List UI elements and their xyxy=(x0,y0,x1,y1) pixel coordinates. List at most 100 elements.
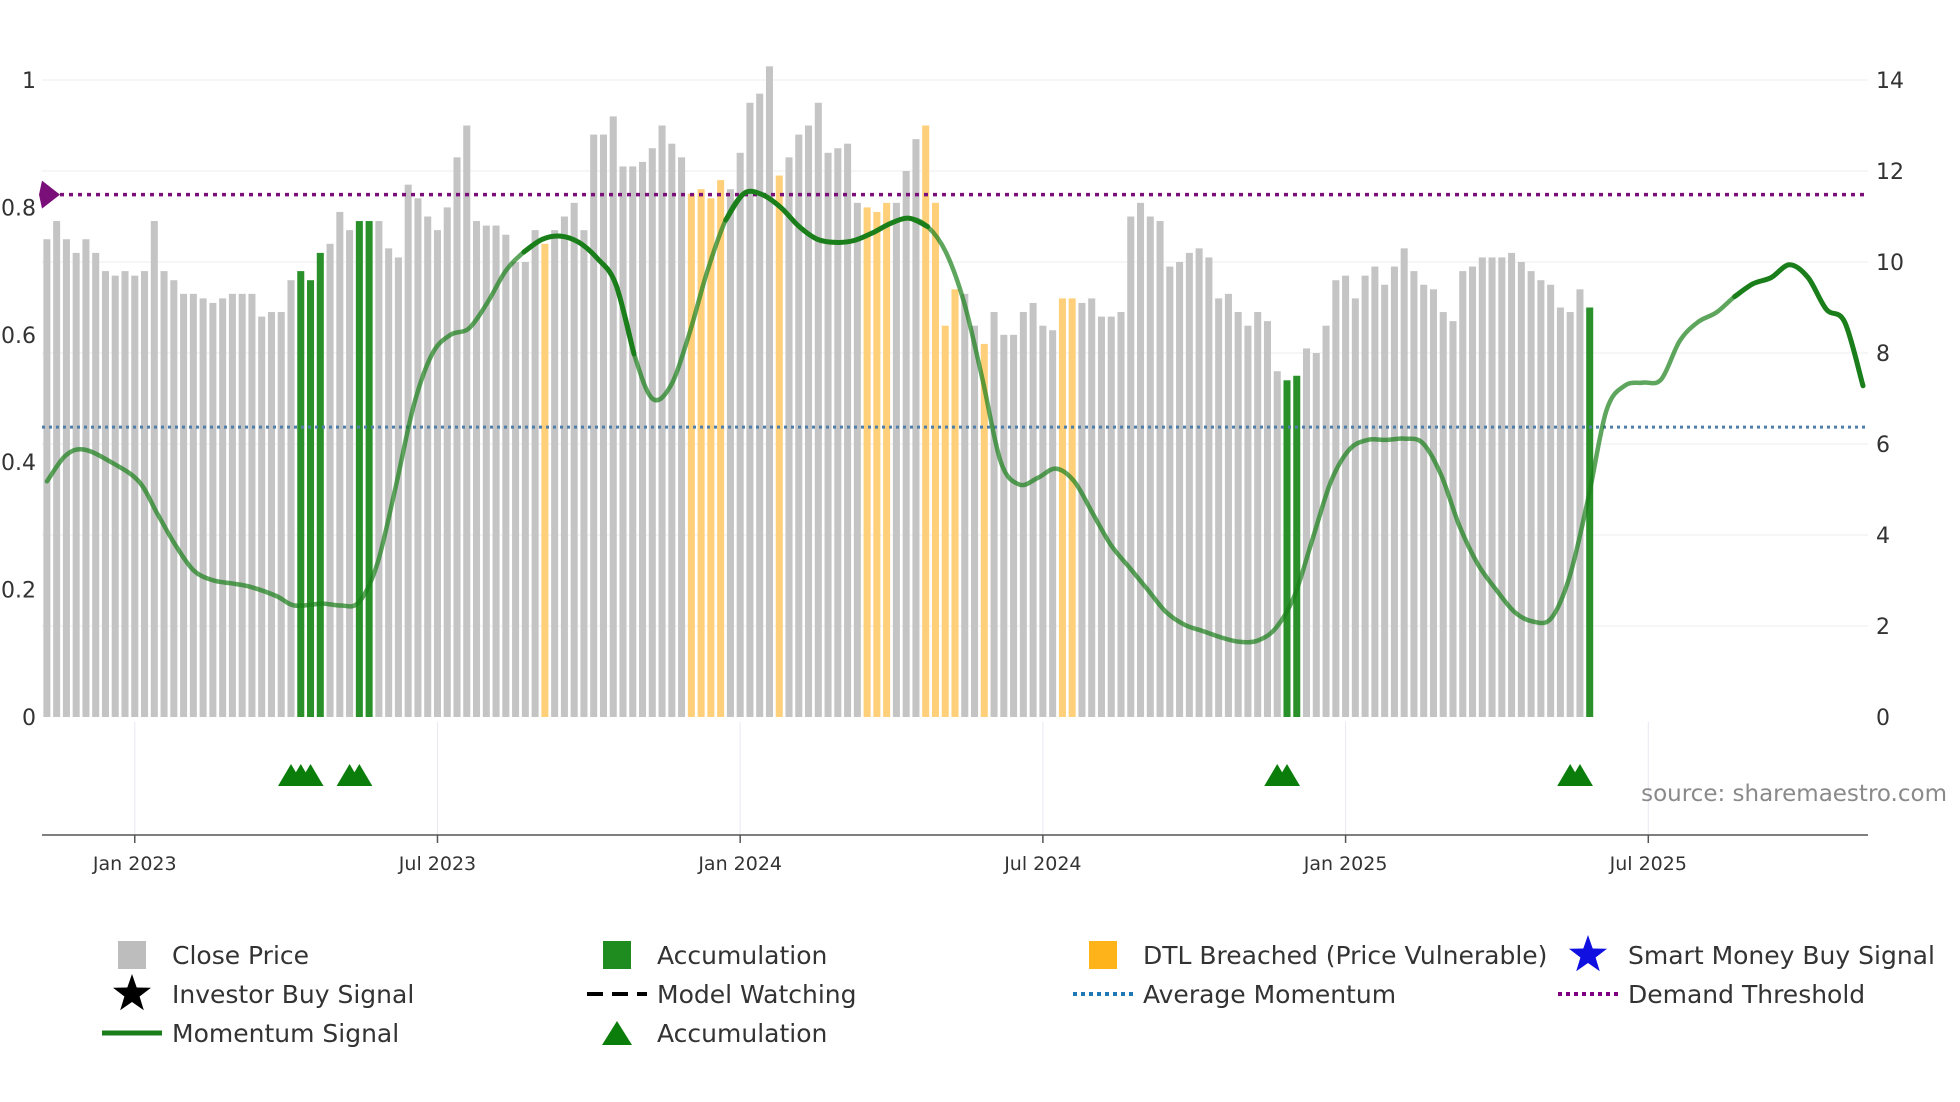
price-bar xyxy=(346,230,354,717)
legend-label: Investor Buy Signal xyxy=(172,980,414,1009)
price-bar xyxy=(365,221,373,718)
price-bar xyxy=(756,93,764,717)
legend-item: Average Momentum xyxy=(1073,980,1396,1009)
price-bar xyxy=(443,207,451,717)
price-bar xyxy=(1566,312,1574,717)
price-bar xyxy=(941,325,949,717)
price-bar xyxy=(1049,330,1057,717)
right-tick-label: 0 xyxy=(1876,706,1890,731)
price-bar xyxy=(863,207,871,717)
right-tick-label: 12 xyxy=(1876,160,1904,185)
price-bar xyxy=(873,211,881,717)
price-bar xyxy=(248,293,256,717)
price-bar xyxy=(912,139,920,717)
legend-square-icon xyxy=(118,941,146,969)
momentum-signal xyxy=(44,188,1866,645)
price-bar xyxy=(697,189,705,717)
price-bar xyxy=(629,166,637,717)
price-bar xyxy=(209,302,217,717)
x-tick-label: Jul 2024 xyxy=(1003,853,1081,875)
price-bar xyxy=(1000,334,1008,717)
price-bar xyxy=(980,343,988,717)
legend-item: Demand Threshold xyxy=(1558,980,1865,1009)
left-tick-label: 0.2 xyxy=(1,579,36,604)
price-bar xyxy=(1107,316,1115,717)
price-bar xyxy=(883,202,891,718)
price-bar xyxy=(1527,271,1535,717)
price-bar xyxy=(814,102,822,717)
price-bar xyxy=(502,234,510,717)
legend-label: Close Price xyxy=(172,941,309,970)
price-bar xyxy=(1293,375,1301,717)
price-bar xyxy=(1439,312,1447,717)
x-tick-label: Jan 2024 xyxy=(697,853,782,875)
price-bar xyxy=(453,157,461,718)
price-bar xyxy=(199,298,207,717)
legend-star-icon xyxy=(113,974,151,1011)
x-tick-label: Jul 2023 xyxy=(398,853,476,875)
price-bar xyxy=(1117,312,1125,717)
right-axis: 0 2 4 6 8 10 12 14 xyxy=(1876,69,1904,731)
legend-item: Smart Money Buy Signal xyxy=(1569,935,1935,972)
price-bar xyxy=(111,275,119,717)
price-bar xyxy=(765,66,773,718)
legend-star-icon xyxy=(1569,935,1607,972)
price-bar xyxy=(678,157,686,718)
price-bar xyxy=(121,271,129,717)
legend-label: Average Momentum xyxy=(1143,980,1396,1009)
price-bar xyxy=(82,239,90,717)
price-bar xyxy=(580,230,588,717)
price-bar xyxy=(1390,266,1398,717)
x-tick-label: Jul 2025 xyxy=(1609,853,1687,875)
price-bar xyxy=(619,166,627,717)
price-bar xyxy=(1342,275,1350,717)
legend-triangle-icon xyxy=(602,1021,632,1045)
price-bar xyxy=(990,312,998,717)
legend-square-icon xyxy=(1089,941,1117,969)
right-tick-label: 4 xyxy=(1876,524,1890,549)
price-bars xyxy=(43,66,1594,718)
price-bar xyxy=(1234,312,1242,717)
price-bar xyxy=(1547,284,1555,717)
price-bar xyxy=(668,143,676,717)
momentum-strong-segment xyxy=(723,188,930,245)
price-bar xyxy=(267,312,275,717)
price-bar xyxy=(1478,257,1486,717)
price-bar xyxy=(1449,321,1457,717)
right-tick-label: 14 xyxy=(1876,69,1904,94)
price-bar xyxy=(1195,248,1203,717)
price-bar xyxy=(141,271,149,717)
price-bar xyxy=(277,312,285,717)
price-bar xyxy=(189,293,197,717)
legend-item: Close Price xyxy=(118,941,309,970)
price-bar xyxy=(951,289,959,717)
price-bar xyxy=(1429,289,1437,717)
price-bar xyxy=(1303,348,1311,717)
price-bar xyxy=(414,198,422,718)
left-tick-label: 0 xyxy=(22,706,36,731)
price-bar xyxy=(785,157,793,718)
price-bar xyxy=(560,216,568,717)
accumulation-signal-icon xyxy=(297,764,324,786)
price-bar xyxy=(180,293,188,717)
price-bar xyxy=(746,102,754,717)
price-bar xyxy=(404,184,412,717)
price-bar xyxy=(160,271,168,717)
price-bar xyxy=(902,171,910,717)
price-bar xyxy=(1361,275,1369,717)
price-bar xyxy=(1205,257,1213,717)
price-bar xyxy=(238,293,246,717)
price-bar xyxy=(824,152,832,718)
price-bar xyxy=(433,230,441,717)
price-bar xyxy=(1185,252,1193,717)
price-bar xyxy=(1469,266,1477,717)
left-tick-label: 0.8 xyxy=(1,196,36,221)
price-bar xyxy=(219,298,227,717)
source-label: source: sharemaestro.com xyxy=(1641,781,1947,807)
price-bar xyxy=(1176,262,1184,717)
left-tick-label: 0.4 xyxy=(1,451,36,476)
price-bar xyxy=(658,125,666,717)
price-bar xyxy=(375,221,383,718)
signal-panel xyxy=(134,722,1649,835)
